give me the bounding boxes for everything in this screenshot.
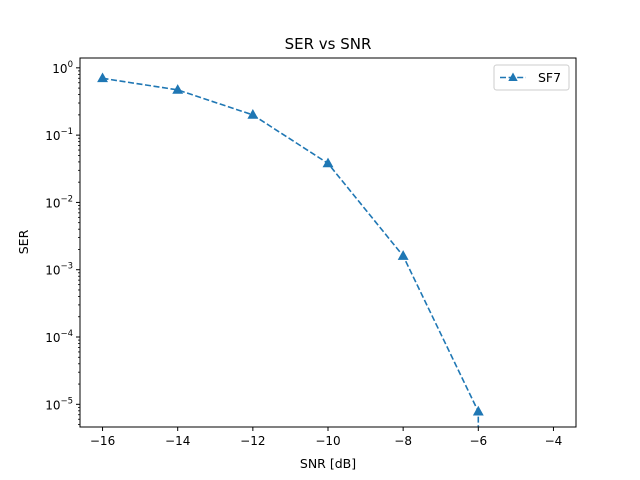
axis-ticks: −16 −14 −12 −10 −8 −6 −4 100 10−1 10−2 10−3 10−4 10−… [45, 60, 562, 448]
x-tick-label: −14 [165, 434, 190, 448]
legend: SF7 [493, 64, 570, 91]
y-tick-label: 10−3 [45, 262, 73, 278]
y-tick-label: 10−5 [45, 396, 73, 412]
y-tick-label: 10−4 [45, 329, 73, 345]
x-tick-label: −8 [394, 434, 412, 448]
x-tick-label: −16 [90, 434, 115, 448]
y-axis-label: SER [16, 229, 31, 254]
legend-entry-label: SF7 [538, 70, 561, 85]
legend-box [493, 64, 570, 91]
data-point-marker [97, 72, 108, 83]
x-tick-label: −10 [315, 434, 340, 448]
y-tick-label: 10−2 [45, 194, 73, 210]
chart-title: SER vs SNR [285, 35, 372, 53]
y-tick-label: 100 [52, 60, 73, 76]
y-tick-label: 10−1 [45, 127, 73, 143]
x-tick-label: −12 [240, 434, 265, 448]
plot-area [97, 72, 484, 427]
data-point-marker [172, 84, 184, 94]
data-point-marker [472, 405, 484, 416]
x-tick-label: −4 [545, 434, 563, 448]
x-axis-label: SNR [dB] [300, 456, 356, 471]
legend-marker-sample [508, 72, 518, 81]
x-tick-label: −6 [469, 434, 487, 448]
data-point-marker [322, 157, 334, 168]
data-point-marker [247, 109, 259, 119]
data-point-marker [397, 250, 409, 260]
